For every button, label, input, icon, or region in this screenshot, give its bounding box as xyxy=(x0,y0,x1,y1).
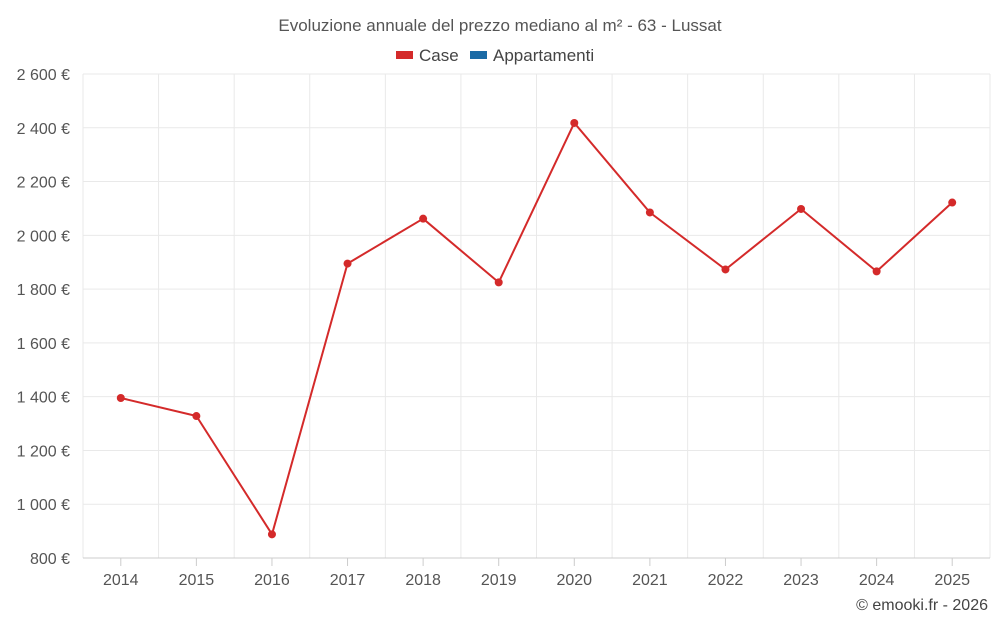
y-tick-label: 2 400 € xyxy=(17,121,70,138)
data-point-2025[interactable] xyxy=(948,198,957,207)
data-point-2016[interactable] xyxy=(267,530,276,539)
x-tick-label-2022: 2022 xyxy=(708,572,744,589)
x-tick-label-2016: 2016 xyxy=(254,572,290,589)
legend: Case Appartamenti xyxy=(396,46,594,65)
legend-swatch-appartamenti xyxy=(470,51,487,59)
data-point-2024[interactable] xyxy=(872,267,881,276)
legend-label-case: Case xyxy=(419,46,459,65)
y-tick-label: 1 600 € xyxy=(17,336,70,353)
legend-item-appartamenti[interactable]: Appartamenti xyxy=(470,46,594,65)
gridlines xyxy=(82,73,991,558)
x-tick-label-2017: 2017 xyxy=(330,572,366,589)
x-axis: 2014 2015 2016 2017 2018 2019 2020 2021 2022 2023… xyxy=(83,557,990,589)
legend-swatch-case xyxy=(396,51,413,59)
data-point-2015[interactable] xyxy=(192,412,201,421)
y-tick-label: 2 200 € xyxy=(17,175,70,192)
series-line-case xyxy=(120,121,953,536)
y-tick-label: 2 000 € xyxy=(17,228,70,245)
legend-label-appartamenti: Appartamenti xyxy=(493,46,594,65)
x-tick-label-2023: 2023 xyxy=(783,572,819,589)
y-tick-label: 800 € xyxy=(30,551,70,568)
y-axis: 800 € 1 000 € 1 200 € 1 400 € 1 600 € 1 800 €… xyxy=(17,67,70,568)
x-tick-label-2021: 2021 xyxy=(632,572,668,589)
x-tick-label-2024: 2024 xyxy=(859,572,895,589)
series-case xyxy=(116,118,957,539)
data-point-2019[interactable] xyxy=(494,278,503,287)
y-tick-label: 1 000 € xyxy=(17,497,70,514)
x-tick-label-2018: 2018 xyxy=(405,572,441,589)
x-tick-label-2015: 2015 xyxy=(179,572,215,589)
y-tick-label: 1 800 € xyxy=(17,282,70,299)
data-point-2023[interactable] xyxy=(797,204,806,213)
x-tick-label-2020: 2020 xyxy=(556,572,592,589)
y-tick-label: 1 200 € xyxy=(17,443,70,460)
y-tick-label: 1 400 € xyxy=(17,390,70,407)
credit-text: © emooki.fr - 2026 xyxy=(856,597,988,614)
x-tick-label-2025: 2025 xyxy=(934,572,970,589)
data-point-2020[interactable] xyxy=(570,118,579,127)
y-tick-label: 2 600 € xyxy=(17,67,70,84)
x-tick-label-2019: 2019 xyxy=(481,572,517,589)
data-point-2018[interactable] xyxy=(419,214,428,223)
data-point-2014[interactable] xyxy=(116,394,125,403)
data-point-2017[interactable] xyxy=(343,259,352,268)
legend-item-case[interactable]: Case xyxy=(396,46,459,65)
chart-title: Evoluzione annuale del prezzo mediano al… xyxy=(278,16,721,35)
data-point-2022[interactable] xyxy=(721,265,730,274)
data-point-2021[interactable] xyxy=(645,208,654,217)
x-tick-label-2014: 2014 xyxy=(103,572,139,589)
